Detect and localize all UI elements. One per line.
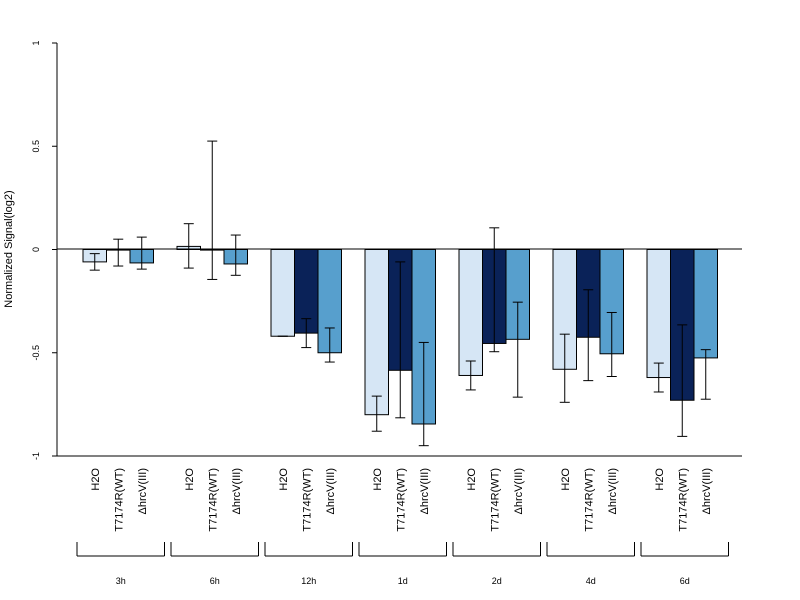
error-bar [583,289,594,382]
group-bracket [76,542,165,557]
condition-label: T7174R(WT) [395,468,407,532]
error-bar [371,395,382,432]
condition-label: H2O [184,468,196,491]
error-bar [677,324,688,437]
y-tick-label: -0.5 [31,345,41,361]
y-axis: 1 0.5 0 -0.5 -1 [31,40,58,460]
error-bar [512,301,523,398]
error-bar [136,236,147,270]
y-tick-label: -1 [31,452,41,460]
bar [364,249,389,416]
error-bar [207,140,218,280]
y-tick-label: 0 [31,247,41,252]
bar [646,249,671,379]
condition-label: T7174R(WT) [301,468,313,532]
error-bar [301,318,312,349]
bars [82,245,718,425]
y-axis-label: Normalized Signal(log2) [3,190,15,307]
condition-label: H2O [654,468,666,491]
condition-label: T7174R(WT) [113,468,125,532]
error-bar [700,349,711,400]
error-bar [230,234,241,276]
bar [693,249,718,359]
group-bracket [264,542,353,557]
error-bar [113,238,124,267]
group-bracket [640,542,729,557]
group-label: 1d [398,576,408,586]
group-bracket [170,542,259,557]
group-bracket [452,542,541,557]
condition-label: ΔhrcV(III) [607,468,619,514]
y-tick-label: 1 [31,40,41,45]
error-bar [606,311,617,377]
condition-label: H2O [372,468,384,491]
group-label: 2d [492,576,502,586]
group-bracket [546,542,635,557]
condition-label: T7174R(WT) [489,468,501,532]
bar [458,249,483,376]
group-brackets: 3h 6h 12h 1d 2d 4d 6d [76,542,729,586]
error-bars [89,140,711,447]
error-bar [465,360,476,391]
condition-label: ΔhrcV(III) [325,468,337,514]
condition-label: ΔhrcV(III) [137,468,149,514]
condition-label: ΔhrcV(III) [419,468,431,514]
group-label: 6h [210,576,220,586]
condition-label: ΔhrcV(III) [231,468,243,514]
condition-label: T7174R(WT) [207,468,219,532]
error-bar [395,261,406,419]
bar [270,249,295,337]
group-bracket [358,542,447,557]
error-bar [324,327,335,363]
error-bar [653,362,664,393]
error-bar [489,227,500,353]
group-label: 12h [301,576,316,586]
group-label: 6d [680,576,690,586]
error-bar [418,341,429,447]
condition-label: H2O [466,468,478,491]
error-bar [89,253,100,271]
condition-labels: H2O T7174R(WT) ΔhrcV(III) H2O T7174R(WT) Δhrc… [90,468,713,532]
group-label: 3h [116,576,126,586]
condition-label: ΔhrcV(III) [701,468,713,514]
condition-label: H2O [560,468,572,491]
condition-label: T7174R(WT) [583,468,595,532]
condition-label: H2O [90,468,102,491]
error-bar [559,333,570,403]
group-label: 4d [586,576,596,586]
condition-label: ΔhrcV(III) [513,468,525,514]
y-tick-label: 0.5 [31,140,41,153]
condition-label: H2O [278,468,290,491]
error-bar [183,223,194,269]
condition-label: T7174R(WT) [677,468,689,532]
